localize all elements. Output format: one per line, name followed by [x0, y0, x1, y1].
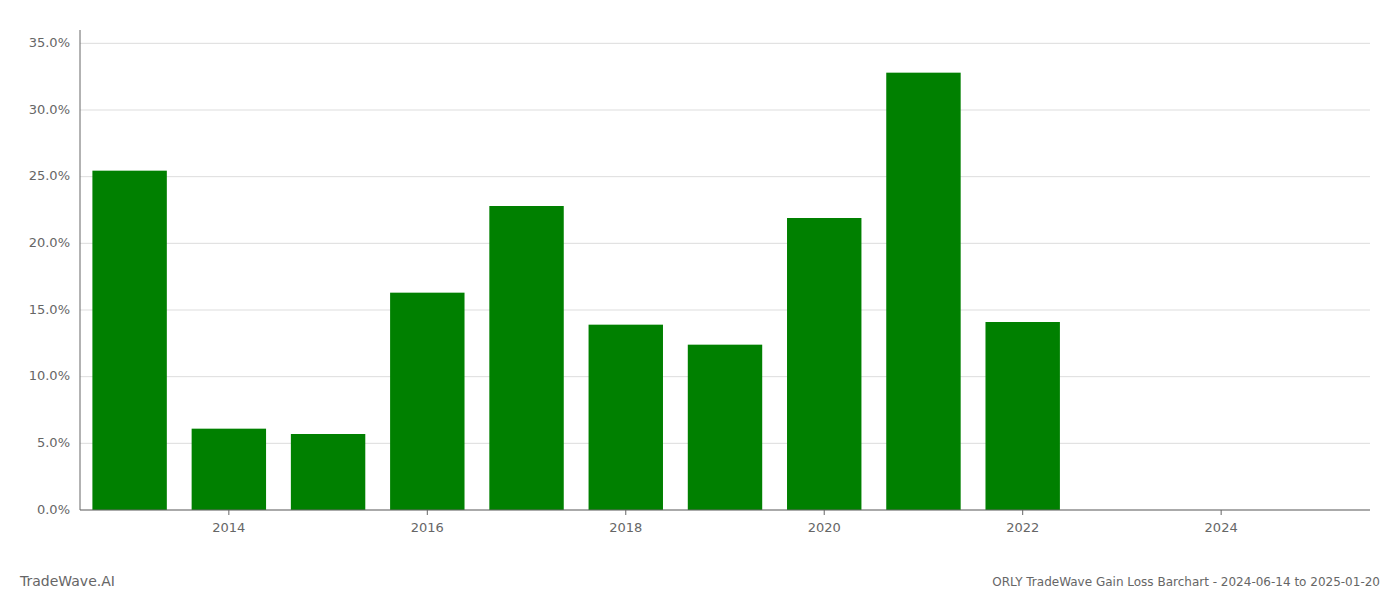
grid-line — [80, 43, 1370, 44]
y-tick-label: 25.0% — [29, 168, 70, 183]
y-tick-label: 10.0% — [29, 368, 70, 383]
bar — [192, 429, 266, 510]
bar — [985, 322, 1059, 510]
grid-line — [80, 310, 1370, 311]
bar — [787, 218, 861, 510]
bar — [92, 171, 166, 510]
bar — [489, 206, 563, 510]
x-tick-label: 2022 — [1006, 520, 1039, 535]
x-tick-label: 2018 — [609, 520, 642, 535]
grid-line — [80, 176, 1370, 177]
bar — [688, 345, 762, 510]
x-tick-label: 2014 — [212, 520, 245, 535]
y-tick-label: 5.0% — [37, 435, 70, 450]
x-tick — [1022, 510, 1023, 515]
chart-container: 0.0% 5.0% 10.0% 15.0% 20.0% 25.0% 30.0% 35.0% 20… — [0, 0, 1400, 600]
bars — [92, 73, 1059, 510]
y-tick-label: 15.0% — [29, 302, 70, 317]
bar — [390, 293, 464, 510]
y-axis-line — [80, 30, 81, 510]
x-axis: 2014 2016 2018 2020 2022 2024 — [212, 510, 1237, 535]
y-tick-label: 35.0% — [29, 35, 70, 50]
grid — [80, 43, 1370, 510]
chart: 0.0% 5.0% 10.0% 15.0% 20.0% 25.0% 30.0% 35.0% 20… — [0, 0, 1400, 600]
bar — [291, 434, 365, 510]
x-tick-label: 2020 — [808, 520, 841, 535]
x-tick — [228, 510, 229, 515]
bar — [589, 325, 663, 510]
y-tick-label: 30.0% — [29, 102, 70, 117]
grid-line — [80, 510, 1370, 511]
x-tick — [625, 510, 626, 515]
y-tick-label: 0.0% — [37, 502, 70, 517]
grid-line — [80, 110, 1370, 111]
x-tick — [824, 510, 825, 515]
x-tick-label: 2024 — [1205, 520, 1238, 535]
title: ORLY TradeWave Gain Loss Barchart - 2024… — [992, 575, 1380, 589]
bar — [886, 73, 960, 510]
x-tick-label: 2016 — [411, 520, 444, 535]
annotation: TradeWave.AI — [19, 573, 115, 589]
x-axis-line — [80, 510, 1370, 511]
x-tick — [1221, 510, 1222, 515]
x-tick — [427, 510, 428, 515]
y-axis: 0.0% 5.0% 10.0% 15.0% 20.0% 25.0% 30.0% 35.0% — [29, 35, 70, 517]
grid-line — [80, 243, 1370, 244]
y-tick-label: 20.0% — [29, 235, 70, 250]
